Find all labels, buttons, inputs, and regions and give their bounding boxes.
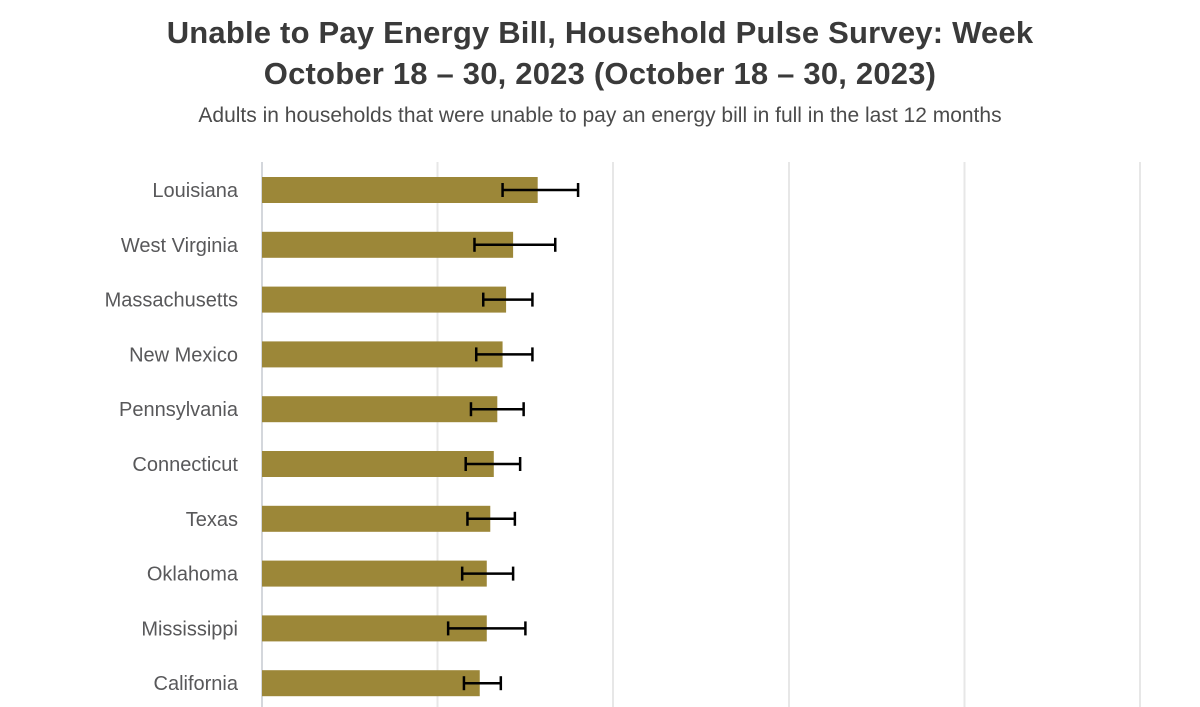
- chart-title-line2: October 18 – 30, 2023 (October 18 – 30, …: [263, 56, 937, 91]
- bar-chart: Louisiana West Virginia Massachusetts New M…: [105, 162, 1141, 707]
- chart-subtitle: Adults in households that were unable to…: [198, 104, 1002, 127]
- bar-west-virginia[interactable]: [262, 231, 514, 258]
- category-label-mississippi: Mississippi: [141, 618, 238, 640]
- category-label-massachusetts: Massachusetts: [105, 290, 238, 312]
- bar-massachusetts[interactable]: [262, 286, 507, 313]
- bar-new-mexico[interactable]: [262, 341, 503, 368]
- bar-california[interactable]: [262, 670, 480, 697]
- chart-title: Unable to Pay Energy Bill, Household Pul…: [0, 12, 1200, 94]
- category-label-west-virginia: West Virginia: [121, 235, 239, 257]
- chart-header: Unable to Pay Energy Bill, Household Pul…: [0, 12, 1200, 129]
- category-label-connecticut: Connecticut: [132, 454, 238, 476]
- category-label-louisiana: Louisiana: [152, 180, 239, 202]
- bar-pennsylvania[interactable]: [262, 396, 498, 423]
- category-label-oklahoma: Oklahoma: [147, 564, 239, 586]
- category-label-california: California: [154, 673, 239, 695]
- category-label-texas: Texas: [186, 509, 238, 531]
- chart-title-line1: Unable to Pay Energy Bill, Household Pul…: [166, 15, 1034, 50]
- bar-texas[interactable]: [262, 505, 491, 532]
- bar-louisiana[interactable]: [262, 177, 538, 203]
- category-label-pennsylvania: Pennsylvania: [119, 399, 239, 421]
- category-label-new-mexico: New Mexico: [129, 344, 238, 366]
- bar-oklahoma[interactable]: [262, 560, 487, 587]
- bar-connecticut[interactable]: [262, 451, 494, 477]
